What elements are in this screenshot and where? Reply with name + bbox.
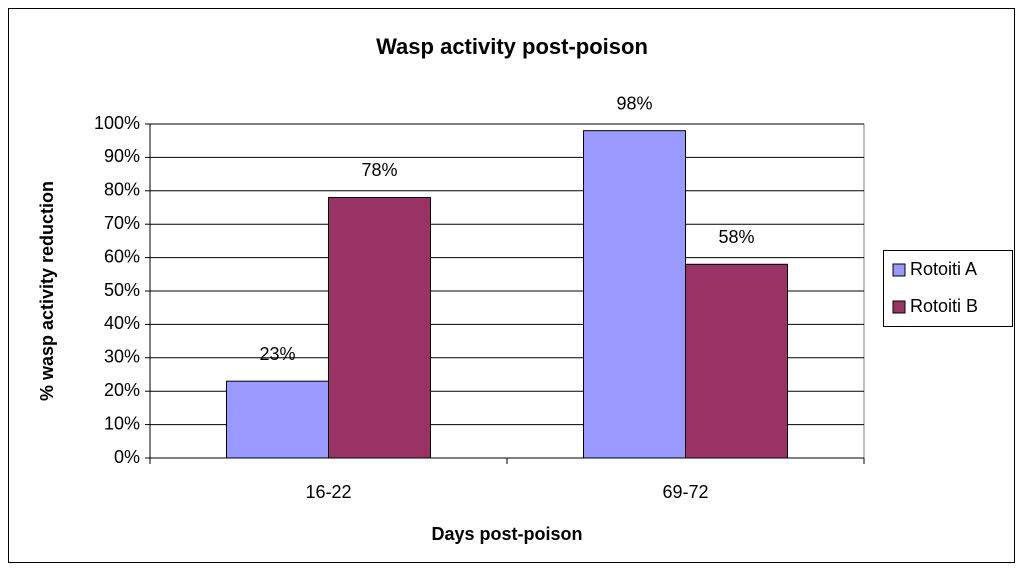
y-tick-label: 20%: [104, 380, 140, 400]
bar: [685, 263, 788, 459]
x-axis-label: Days post-poison: [431, 524, 582, 544]
y-tick-label: 0%: [114, 447, 140, 467]
y-tick-label: 70%: [104, 213, 140, 233]
value-label: 23%: [259, 344, 295, 364]
legend: [883, 250, 1013, 327]
bar: [226, 380, 329, 459]
legend-label: Rotoiti B: [910, 296, 978, 316]
y-tick-label: 60%: [104, 246, 140, 266]
y-tick-label: 40%: [104, 313, 140, 333]
y-tick-label: 10%: [104, 413, 140, 433]
chart-title: Wasp activity post-poison: [376, 34, 648, 59]
y-tick-label: 80%: [104, 180, 140, 200]
value-label: 78%: [361, 160, 397, 180]
legend-swatch: [892, 263, 906, 277]
value-label: 58%: [718, 227, 754, 247]
y-tick-label: 100%: [94, 113, 140, 133]
x-tick-label: 69-72: [662, 482, 708, 502]
y-tick-label: 30%: [104, 347, 140, 367]
bar: [583, 130, 686, 459]
value-label: 98%: [616, 93, 652, 113]
x-tick-label: 16-22: [305, 482, 351, 502]
bar: [328, 196, 431, 459]
legend-label: Rotoiti A: [910, 259, 977, 279]
y-tick-label: 90%: [104, 146, 140, 166]
legend-swatch: [892, 300, 906, 314]
y-tick-label: 50%: [104, 280, 140, 300]
y-axis-label: % wasp activity reduction: [37, 181, 57, 401]
